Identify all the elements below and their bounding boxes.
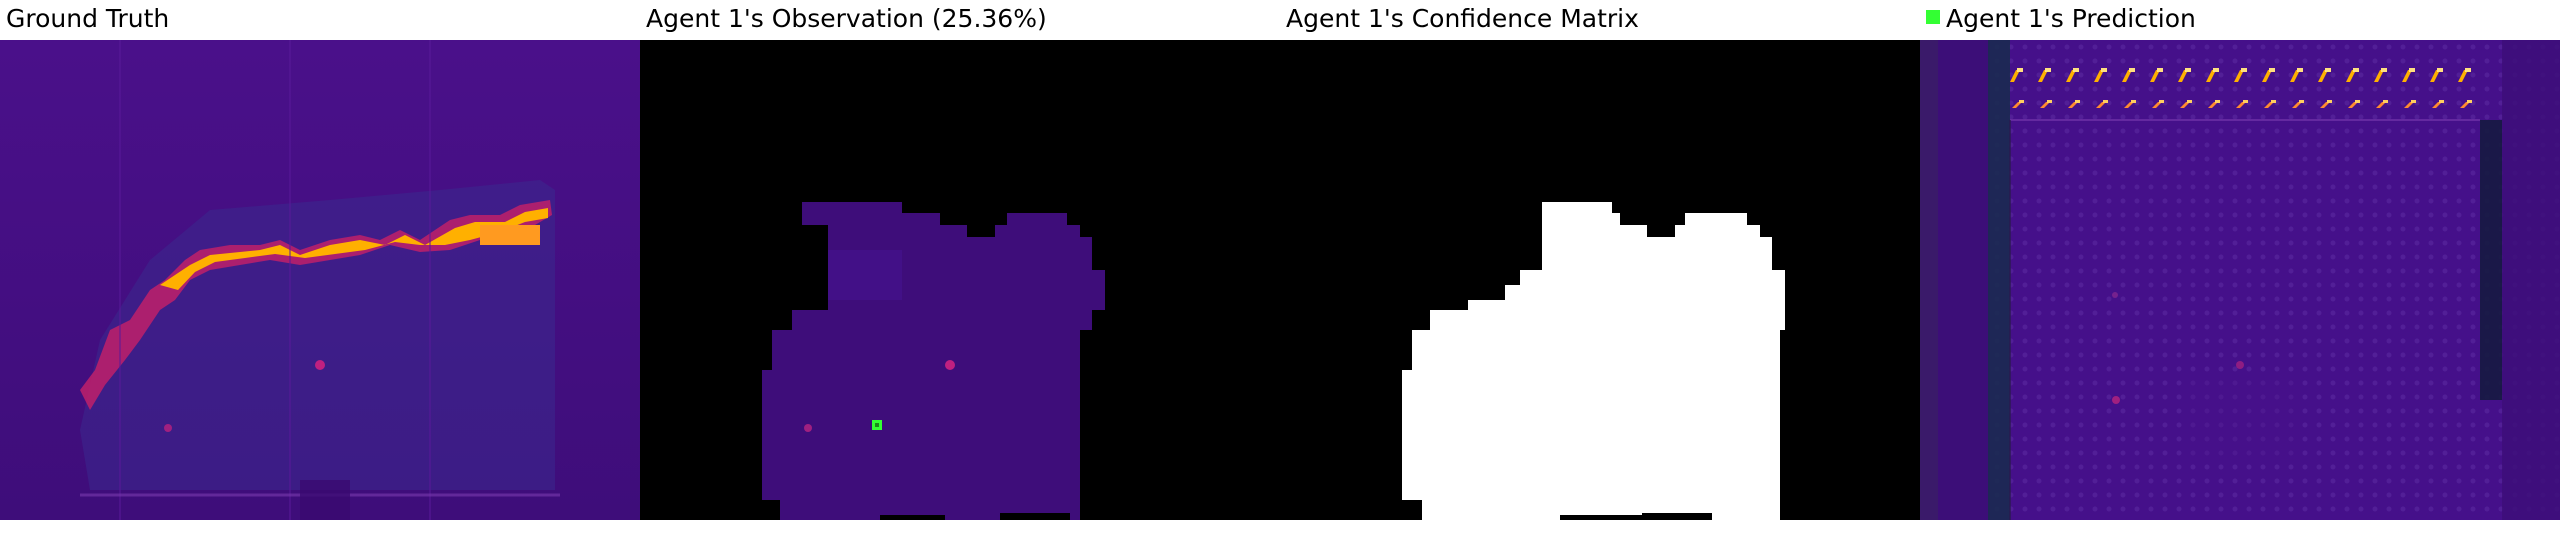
panel-confidence: Agent 1's Confidence Matrix <box>1280 0 1920 520</box>
confidence-matrix-image <box>1280 40 1920 520</box>
panel-title-text: Agent 1's Prediction <box>1946 4 2196 33</box>
panel-ground-truth: Ground Truth <box>0 0 640 520</box>
ground-truth-image <box>0 40 640 520</box>
panel-title: Agent 1's Observation (25.36%) <box>646 4 1047 33</box>
panel-title: Agent 1's Confidence Matrix <box>1286 4 1639 33</box>
panel-prediction: Agent 1's Prediction <box>1920 0 2560 520</box>
panel-title: Ground Truth <box>6 4 170 33</box>
agent-marker-icon <box>1926 10 1940 24</box>
observation-image <box>640 40 1280 520</box>
panel-observation: Agent 1's Observation (25.36%) <box>640 0 1280 520</box>
prediction-image <box>1920 40 2560 520</box>
panel-title: Agent 1's Prediction <box>1926 2 2196 36</box>
